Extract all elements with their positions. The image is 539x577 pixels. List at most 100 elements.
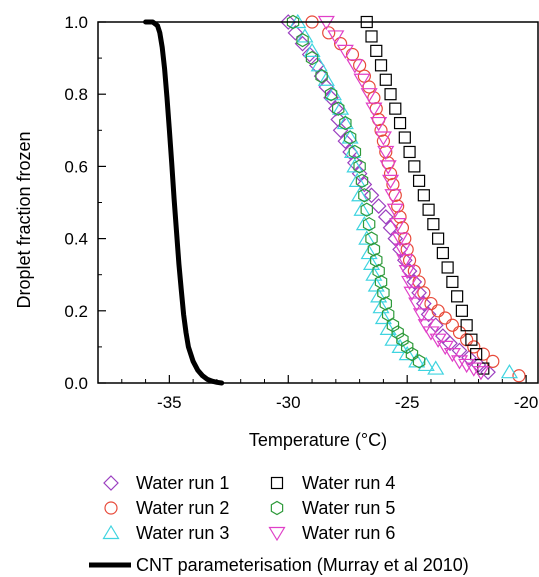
- data-point-run2: [438, 311, 452, 325]
- data-point-run5: [348, 144, 362, 160]
- data-point-run3: [355, 215, 373, 231]
- legend-label-run1: Water run 1: [136, 473, 229, 493]
- y-axis-title: Droplet fraction frozen: [14, 131, 34, 308]
- data-point-run6: [346, 59, 364, 74]
- data-point-run1: [382, 219, 399, 236]
- y-tick-label: 0.4: [64, 230, 88, 249]
- data-point-run6: [403, 286, 421, 301]
- data-point-run5: [400, 339, 414, 355]
- data-point-run6: [381, 174, 400, 190]
- data-point-run4: [393, 116, 407, 130]
- data-point-run1: [377, 209, 394, 225]
- legend-label-run4: Water run 4: [302, 473, 395, 493]
- data-point-run5: [412, 354, 426, 369]
- data-point-run1: [337, 133, 354, 149]
- data-point-run2: [395, 221, 410, 235]
- data-point-run3: [391, 338, 409, 353]
- data-point-run3: [370, 288, 388, 303]
- data-point-run1: [332, 122, 349, 139]
- data-point-run5: [353, 159, 366, 174]
- data-point-run6: [391, 232, 409, 247]
- data-point-run4: [365, 30, 378, 43]
- data-point-run2: [345, 47, 360, 62]
- data-point-run5: [343, 130, 357, 145]
- y-tick-label: 0.8: [64, 85, 88, 104]
- legend: Water run 1 Water run 2 Water run 3 Water r…: [89, 473, 469, 575]
- data-point-run2: [460, 333, 474, 347]
- x-tick-label: -20: [514, 393, 539, 412]
- x-axis-title: Temperature (°C): [249, 430, 387, 450]
- legend-swatch-run3: [102, 524, 120, 540]
- data-point-run6: [374, 131, 392, 146]
- data-point-run5: [372, 263, 385, 279]
- data-point-run3: [303, 42, 321, 57]
- data-point-run5: [331, 101, 345, 116]
- data-point-run2: [386, 177, 400, 192]
- data-point-run5: [405, 346, 419, 362]
- data-point-run3: [296, 28, 314, 43]
- data-point-run5: [365, 231, 378, 246]
- data-point-run1: [356, 176, 373, 193]
- data-point-run4: [432, 232, 445, 245]
- data-point-run5: [377, 285, 390, 300]
- series-line-cnt: [143, 19, 225, 386]
- data-point-run2: [374, 123, 388, 137]
- data-point-run6: [436, 340, 454, 356]
- data-point-run2: [393, 210, 407, 224]
- data-point-run5: [391, 325, 404, 340]
- data-point-run6: [465, 362, 483, 377]
- data-point-run4: [384, 88, 397, 101]
- data-point-run3: [379, 320, 397, 335]
- data-point-run6: [365, 102, 383, 117]
- legend-label-run6: Water run 6: [302, 523, 395, 543]
- data-point-run3: [372, 299, 390, 314]
- data-point-run6: [396, 254, 414, 269]
- data-point-run5: [374, 274, 388, 290]
- data-point-run1: [370, 198, 387, 214]
- data-point-run3: [500, 364, 519, 379]
- data-point-run6: [443, 348, 461, 363]
- data-point-run2: [367, 91, 381, 105]
- data-point-run5: [305, 50, 319, 66]
- data-point-run3: [351, 187, 369, 202]
- data-point-run2: [424, 296, 438, 311]
- data-point-run4: [446, 275, 459, 289]
- data-point-run3: [374, 309, 392, 325]
- data-point-run3: [417, 356, 435, 372]
- data-point-run6: [472, 366, 490, 381]
- data-point-run3: [358, 230, 376, 245]
- y-tick-label: 0.6: [64, 157, 88, 176]
- data-point-run2: [467, 340, 481, 354]
- data-point-run5: [355, 173, 369, 189]
- data-point-run2: [383, 167, 398, 181]
- data-point-run4: [422, 203, 435, 216]
- data-point-run5: [379, 296, 393, 311]
- data-point-run2: [476, 347, 490, 361]
- data-point-run1: [411, 284, 427, 301]
- data-point-run6: [412, 308, 431, 323]
- data-point-run3: [348, 172, 366, 187]
- data-point-run4: [455, 304, 468, 317]
- data-point-run5: [386, 318, 400, 333]
- data-point-run6: [353, 73, 371, 88]
- legend-label-run5: Water run 5: [302, 498, 395, 518]
- data-point-run3: [427, 360, 445, 375]
- data-point-run4: [379, 73, 392, 86]
- data-point-run4: [398, 131, 411, 144]
- data-point-run3: [353, 201, 371, 216]
- data-point-run6: [429, 333, 447, 348]
- legend-label-run3: Water run 3: [136, 523, 229, 543]
- data-point-run2: [486, 354, 500, 368]
- data-point-run4: [465, 333, 478, 346]
- axes: -35 -30 -25 -20 0.0 0.2 0.4 0.6 0.8 1.0: [64, 13, 538, 412]
- data-point-run6: [458, 358, 476, 374]
- data-point-run1: [301, 46, 318, 63]
- data-point-run6: [401, 275, 419, 291]
- x-tick-label: -35: [157, 393, 182, 412]
- data-point-run6: [384, 189, 402, 204]
- data-point-run5: [358, 188, 371, 203]
- legend-swatch-run4: [270, 476, 284, 490]
- data-point-run5: [396, 332, 409, 347]
- data-point-run1: [318, 79, 335, 95]
- plot-points: [280, 13, 526, 383]
